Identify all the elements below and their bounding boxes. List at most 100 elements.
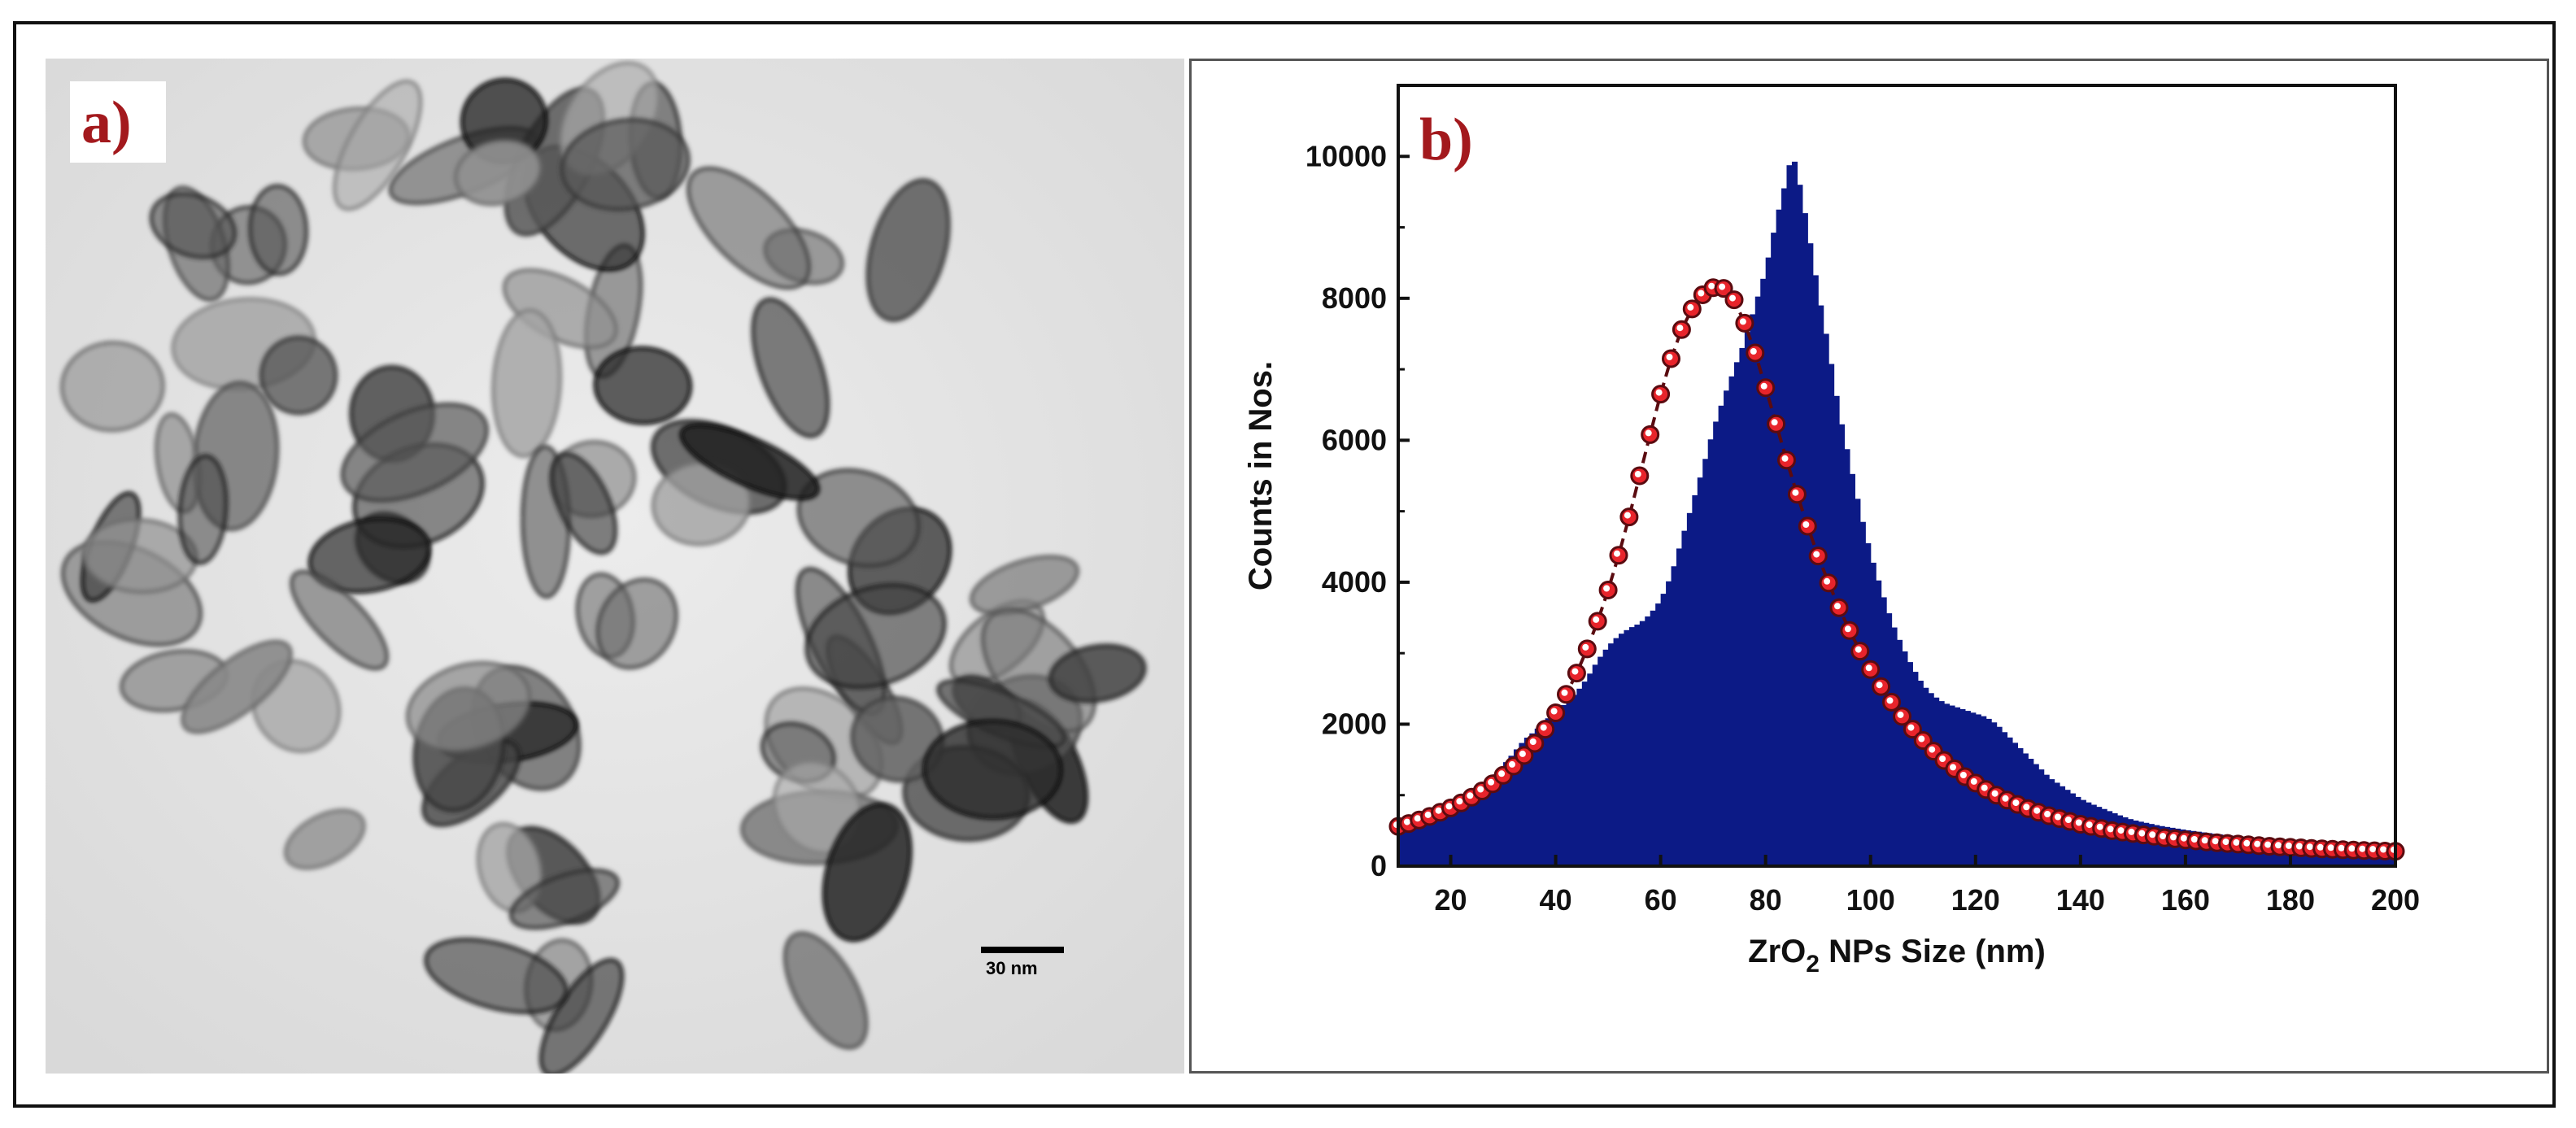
histogram-bar bbox=[1754, 296, 1761, 866]
fit-point-highlight bbox=[1698, 290, 1705, 297]
fit-point-highlight bbox=[1792, 489, 1799, 496]
histogram-bar bbox=[1671, 566, 1677, 866]
histogram-bar bbox=[1697, 477, 1703, 866]
histogram-bar bbox=[2112, 812, 2118, 866]
fit-point-highlight bbox=[2380, 846, 2387, 853]
fit-point-highlight bbox=[1666, 354, 1673, 360]
fit-point-highlight bbox=[1981, 784, 1988, 791]
histogram-bar bbox=[1561, 704, 1567, 866]
fit-point-highlight bbox=[2233, 838, 2240, 846]
fit-point-highlight bbox=[2160, 833, 2167, 840]
histogram-bar bbox=[1414, 824, 1420, 866]
histogram-bar bbox=[1702, 459, 1709, 866]
nanoparticle bbox=[865, 178, 951, 322]
histogram-bar bbox=[1445, 810, 1452, 866]
histogram-bar bbox=[1739, 347, 1746, 866]
y-tick-label: 4000 bbox=[1322, 565, 1387, 599]
histogram-bar bbox=[1964, 711, 1971, 866]
nanoparticle bbox=[651, 461, 752, 547]
histogram-bar bbox=[1933, 697, 1940, 866]
fit-point-highlight bbox=[2023, 804, 2030, 811]
nanoparticle bbox=[804, 583, 947, 689]
fit-point-highlight bbox=[2170, 834, 2177, 841]
histogram-bar bbox=[2101, 808, 2107, 866]
histogram-bar bbox=[1891, 627, 1898, 866]
histogram-bar bbox=[1938, 701, 1945, 866]
fit-point-highlight bbox=[1603, 585, 1611, 592]
histogram-bar bbox=[2090, 804, 2097, 866]
fit-point-highlight bbox=[2254, 840, 2261, 847]
histogram-bar bbox=[1812, 275, 1819, 866]
histogram-bar bbox=[2143, 822, 2150, 866]
fit-point-highlight bbox=[2212, 838, 2219, 845]
fit-point-highlight bbox=[2086, 821, 2093, 829]
fit-point-highlight bbox=[1802, 521, 1810, 528]
fit-point-highlight bbox=[1477, 786, 1484, 793]
fit-point-highlight bbox=[2190, 836, 2198, 843]
histogram-bar bbox=[1440, 813, 1446, 866]
nanoparticle bbox=[181, 639, 293, 734]
histogram-bar bbox=[1497, 768, 1504, 866]
fit-point-highlight bbox=[1959, 772, 1967, 778]
nanoparticle bbox=[751, 297, 830, 438]
nanoparticle bbox=[782, 931, 869, 1050]
y-tick-label: 6000 bbox=[1322, 423, 1387, 456]
fit-point-highlight bbox=[2138, 830, 2146, 837]
tem-micrograph-panel: a) 30 nm bbox=[46, 59, 1184, 1074]
fit-point-highlight bbox=[2012, 799, 2020, 807]
histogram-bar bbox=[1613, 638, 1619, 866]
nanoparticle bbox=[679, 423, 820, 501]
fit-point-highlight bbox=[1865, 664, 1872, 672]
fit-point-highlight bbox=[2243, 839, 2251, 847]
histogram-bar bbox=[1592, 664, 1598, 866]
histogram-bar bbox=[1750, 314, 1756, 866]
fit-point-highlight bbox=[2064, 817, 2072, 823]
histogram-bar bbox=[1855, 499, 1861, 866]
panel-b-label: b) bbox=[1419, 107, 1473, 173]
nanoparticle-cluster bbox=[60, 61, 1147, 1074]
histogram-bar bbox=[1949, 705, 1955, 866]
histogram-bar bbox=[1435, 816, 1441, 866]
fit-point-highlight bbox=[2002, 795, 2009, 802]
histogram-bar bbox=[1849, 473, 1855, 866]
histogram-bar bbox=[1776, 209, 1782, 866]
fit-point-highlight bbox=[1939, 756, 1946, 762]
histogram-bar bbox=[1419, 822, 1425, 866]
histogram-bar bbox=[1450, 808, 1457, 866]
histogram-bar bbox=[2133, 820, 2139, 866]
fit-point-highlight bbox=[2317, 843, 2324, 851]
histogram-bar bbox=[1608, 643, 1615, 866]
histogram-bar bbox=[1624, 629, 1630, 866]
histogram-bar bbox=[1870, 562, 1876, 866]
histogram-bar bbox=[1602, 649, 1609, 866]
histogram-bar bbox=[1681, 530, 1688, 866]
nanoparticle bbox=[290, 569, 389, 671]
fit-point-highlight bbox=[1739, 318, 1746, 325]
histogram-bar bbox=[1718, 405, 1724, 866]
fit-point-highlight bbox=[2180, 834, 2187, 842]
nanoparticle bbox=[333, 79, 423, 211]
histogram-bar bbox=[1461, 802, 1467, 866]
nanoparticle bbox=[60, 341, 165, 433]
fit-point-highlight bbox=[1918, 735, 1925, 743]
histogram-bar bbox=[1545, 718, 1551, 866]
nanoparticle bbox=[822, 802, 913, 943]
nanoparticle bbox=[922, 719, 1062, 820]
histogram-bar bbox=[1760, 278, 1767, 866]
fit-point-highlight bbox=[1760, 382, 1767, 390]
x-tick-label: 160 bbox=[2161, 883, 2210, 917]
fit-point-highlight bbox=[1540, 724, 1547, 731]
fit-point-highlight bbox=[1561, 689, 1568, 696]
fit-point-highlight bbox=[1950, 764, 1956, 771]
scale-bar-label: 30 nm bbox=[986, 958, 1038, 978]
fit-point-highlight bbox=[2327, 844, 2334, 851]
nanoparticle bbox=[454, 138, 543, 207]
histogram-bar bbox=[1833, 395, 1840, 866]
histogram-bar bbox=[1686, 512, 1693, 866]
histogram-bar bbox=[1555, 709, 1562, 866]
histogram-bar bbox=[1429, 818, 1436, 866]
fit-point-highlight bbox=[2359, 845, 2366, 852]
nanoparticle bbox=[509, 869, 620, 930]
fit-point-highlight bbox=[2075, 819, 2082, 826]
histogram-bar bbox=[1744, 332, 1750, 866]
